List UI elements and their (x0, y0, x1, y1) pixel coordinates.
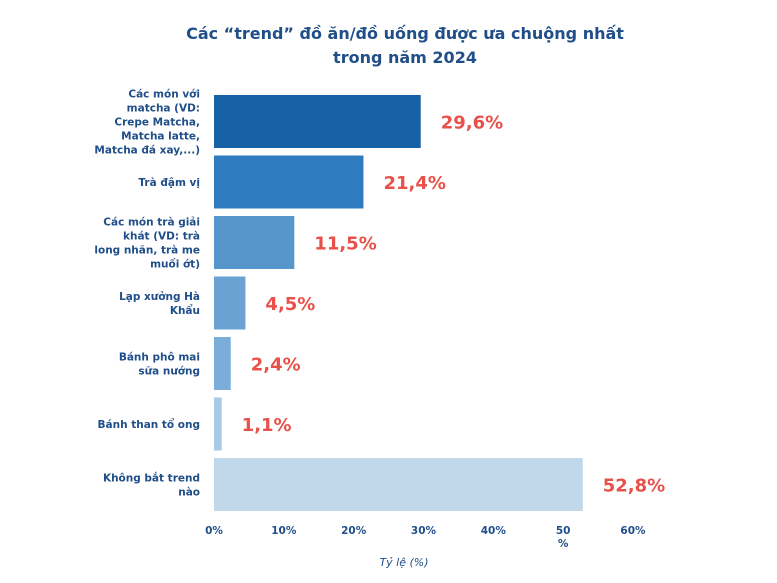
category-label-1-line-3: Crepe Matcha, (114, 117, 200, 129)
x-tick-label-part: % (558, 538, 569, 550)
chart-title-line-1: Các “trend” đồ ăn/đồ uống được ưa chuộng… (186, 24, 624, 43)
category-label-3: Các món trà giải khát (VD: trà long nhãn, … (94, 217, 200, 271)
bar-7 (214, 458, 583, 511)
x-tick-label-3: 20% (341, 525, 367, 537)
category-label-1-line-1: Các món với (128, 89, 200, 101)
value-label-6: 1,1% (242, 415, 292, 436)
value-label-4: 4,5% (265, 294, 315, 315)
x-tick-label-2: 10% (271, 525, 297, 537)
category-label-2-line-1: Trà đậm vị (138, 177, 200, 189)
category-label-6: Bánh than tổ ong (98, 418, 201, 431)
chart-title-line-2: trong năm 2024 (333, 48, 477, 67)
category-label-3-line-4: muối ớt) (150, 258, 200, 271)
category-label-6-line-1: Bánh than tổ ong (98, 418, 201, 431)
category-label-4-line-1: Lạp xưởng Hà (119, 291, 200, 303)
category-label-7-line-2: nào (178, 487, 200, 499)
category-label-7-line-1: Không bắt trend (103, 472, 200, 485)
value-label-2: 21,4% (383, 173, 445, 194)
x-tick-label-4: 30% (411, 525, 437, 537)
category-label-4-line-2: Khẩu (170, 304, 200, 317)
category-label-3-line-1: Các món trà giải (103, 217, 200, 229)
x-tick-label-5: 40% (481, 525, 507, 537)
category-label-5-line-2: sữa nướng (138, 366, 200, 378)
category-label-1-line-5: Matcha đá xay,...) (94, 145, 200, 157)
value-label-3: 11,5% (314, 234, 376, 255)
category-label-4: Lạp xưởng Hà Khẩu (119, 291, 200, 317)
category-label-5: Bánh phô mai sữa nướng (119, 352, 200, 378)
x-tick-label-part: 50 (556, 525, 571, 537)
bar-1 (214, 95, 421, 148)
category-label-1-line-4: Matcha latte, (121, 131, 200, 143)
chart-title: Các “trend” đồ ăn/đồ uống được ưa chuộng… (170, 22, 640, 70)
category-label-2: Trà đậm vị (138, 177, 200, 189)
category-label-3-line-2: khát (VD: trà (123, 231, 200, 243)
bar-3 (214, 216, 295, 269)
bars-group (214, 95, 583, 511)
category-label-3-line-3: long nhãn, trà me (94, 245, 200, 257)
x-axis-title: Tỷ lệ (%) (379, 556, 428, 569)
category-label-5-line-1: Bánh phô mai (119, 352, 200, 364)
value-label-1: 29,6% (441, 113, 503, 134)
category-label-1: Các món với matcha (VD: Crepe Matcha, Match… (94, 89, 200, 157)
bar-6 (214, 397, 222, 451)
value-label-7: 52,8% (603, 476, 665, 497)
x-tick-label-7: 60% (620, 525, 646, 537)
category-label-7: Không bắt trend nào (103, 472, 200, 499)
value-labels-group: 29,6% 21,4% 11,5% 4,5% 2,4% 1,1% 52,8% (242, 113, 665, 497)
value-label-5: 2,4% (251, 355, 301, 376)
x-tick-label-1: 0% (205, 525, 223, 537)
category-label-1-line-2: matcha (VD: (127, 103, 200, 115)
bar-5 (214, 337, 231, 390)
category-labels-group: Các món với matcha (VD: Crepe Matcha, Match… (94, 89, 200, 499)
x-axis-ticks-group: 0% 10% 20% 30% 40% 50 % 60% (205, 525, 646, 550)
bar-2 (214, 155, 364, 209)
bar-4 (214, 276, 246, 330)
x-tick-label-6: 50% (556, 525, 571, 550)
